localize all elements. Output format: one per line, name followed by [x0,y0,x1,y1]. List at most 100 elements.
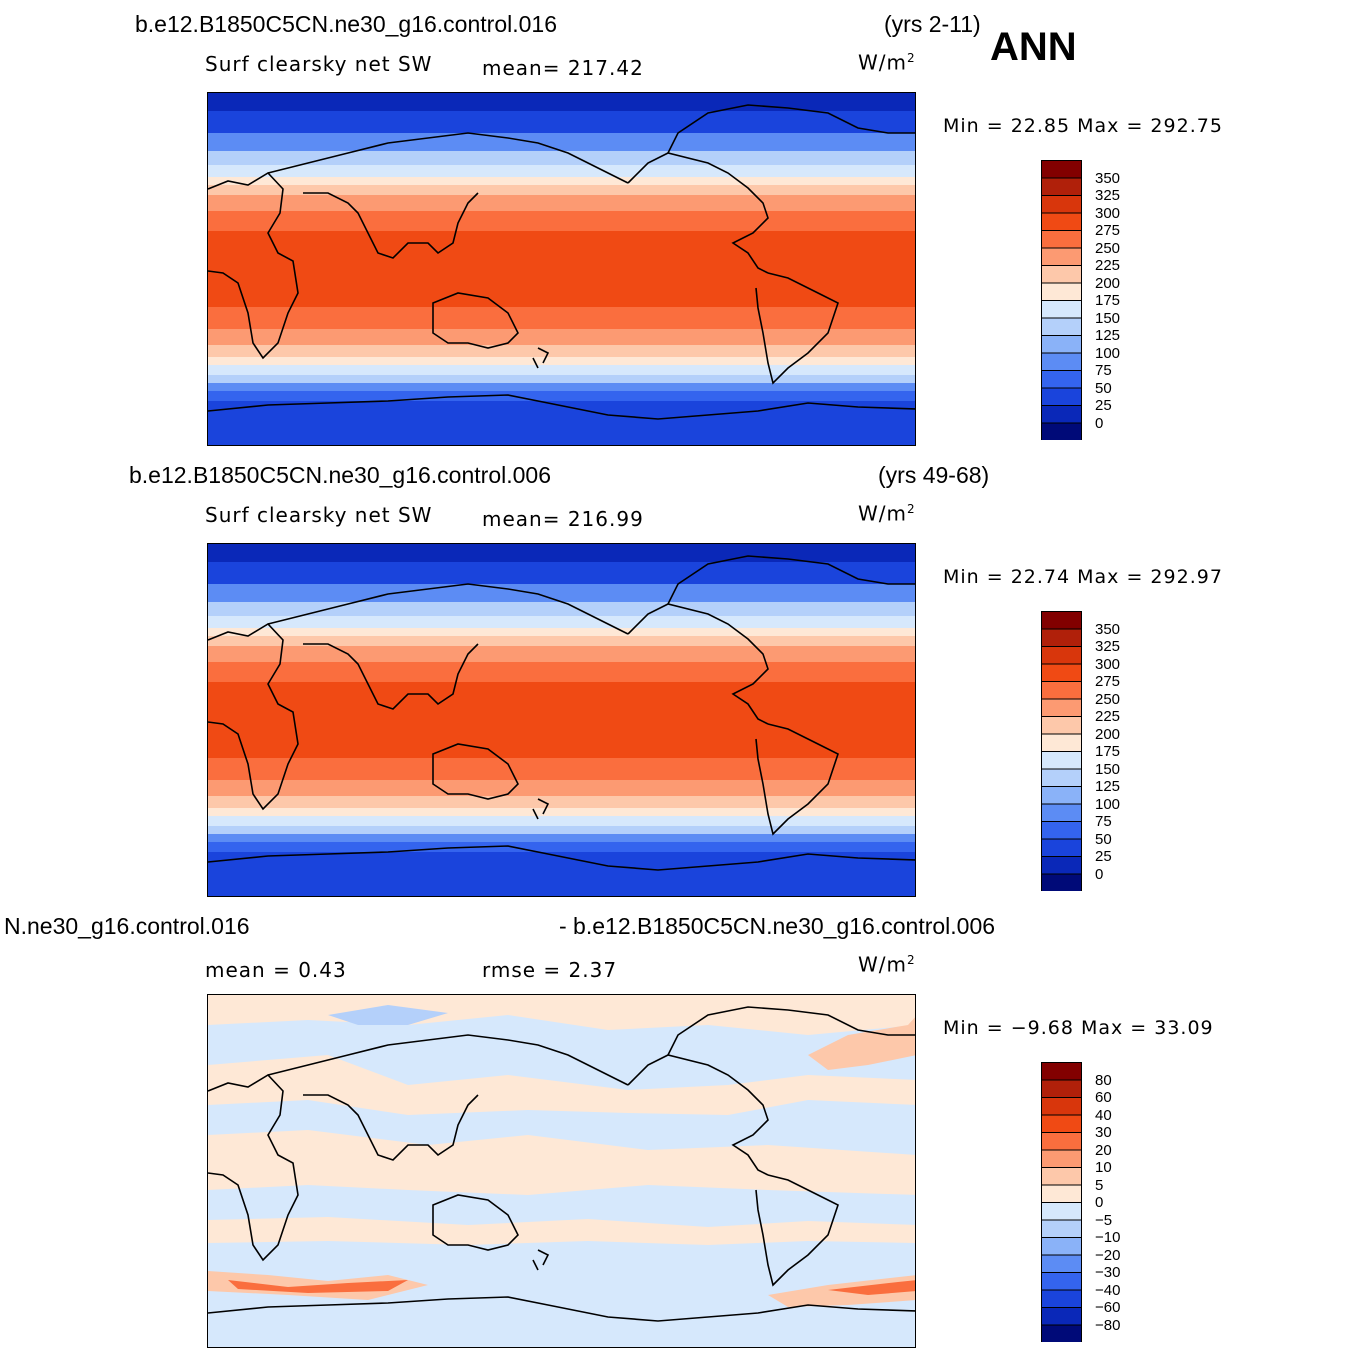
colorbar-box [1041,177,1082,196]
colorbar-box [1041,1307,1082,1326]
panel-2-map [207,543,916,897]
colorbar-tick-label: 175 [1095,292,1121,309]
colorbar-tick-label: 325 [1095,638,1121,655]
colorbar-tick-label: 275 [1095,673,1121,690]
colorbar-box [1041,1289,1082,1308]
colorbar-box [1041,1097,1082,1116]
panel-3-rmse: rmse = 2.37 [482,958,618,982]
colorbar-box [1041,1132,1082,1151]
colorbar-box [1041,405,1082,424]
colorbar-box [1041,1272,1082,1291]
colorbar-box [1041,698,1082,717]
panel-3-mean: mean = 0.43 [205,958,347,982]
colorbar-box [1041,335,1082,354]
panel-2-colorbar [1041,611,1082,891]
colorbar-box [1041,1114,1082,1133]
panel-1-case-title: b.e12.B1850C5CN.ne30_g16.control.016 [135,11,557,37]
colorbar-tick-label: 100 [1095,795,1121,813]
colorbar-box [1041,681,1082,700]
panel-3-colorbar [1041,1062,1082,1342]
panel-2-colorbar-boxes [1041,611,1082,891]
panel-1-colorbar-labels: 350 325 300 275 250 225 200 175 150 125 100 75 50 25 0 [1095,160,1155,440]
colorbar-tick-label: 250 [1095,239,1121,257]
colorbar-box [1041,300,1082,319]
colorbar-box [1041,733,1082,752]
colorbar-tick-label: 50 [1095,830,1112,848]
colorbar-box [1041,247,1082,266]
colorbar-tick-label: 0 [1095,1194,1104,1211]
colorbar-box [1041,663,1082,682]
colorbar-tick-label: 150 [1095,760,1121,778]
colorbar-tick-label: 300 [1095,204,1121,222]
colorbar-box [1041,1202,1082,1221]
colorbar-box [1041,1079,1082,1098]
colorbar-tick-label: 275 [1095,222,1121,239]
colorbar-box [1041,160,1082,179]
colorbar-box [1041,370,1082,389]
colorbar-tick-label: 80 [1095,1071,1112,1089]
colorbar-box [1041,1237,1082,1256]
colorbar-box [1041,1167,1082,1186]
panel-1-map [207,92,916,446]
colorbar-box [1041,786,1082,805]
colorbar-tick-label: 5 [1095,1176,1104,1194]
colorbar-tick-label: 10 [1095,1159,1112,1176]
panel-1-units: W/m2 [858,50,916,75]
colorbar-tick-label: −30 [1095,1264,1121,1281]
panel-3-colorbar-labels: 80 60 40 30 20 10 5 0 −5 −10 −20 −30 −40 −60 −80 [1095,1062,1155,1342]
colorbar-tick-label: −20 [1095,1246,1121,1264]
colorbar-box [1041,646,1082,665]
panel-1-coastlines [208,104,915,420]
colorbar-box [1041,1184,1082,1203]
colorbar-tick-label: 125 [1095,327,1121,344]
panel-1-colorbar-boxes [1041,160,1082,440]
colorbar-box [1041,282,1082,301]
colorbar-box [1041,768,1082,787]
panel-3-units: W/m2 [858,952,916,977]
panel-2-years: (yrs 49-68) [878,462,990,488]
colorbar-tick-label: 60 [1095,1089,1112,1106]
colorbar-box [1041,387,1082,406]
panel-2-minmax: Min = 22.74 Max = 292.97 [943,566,1223,588]
colorbar-box [1041,751,1082,770]
panel-1-map-field [208,93,915,445]
colorbar-tick-label: 200 [1095,274,1121,292]
colorbar-box [1041,265,1082,284]
colorbar-tick-label: 0 [1095,414,1104,432]
colorbar-tick-label: 40 [1095,1106,1112,1124]
colorbar-tick-label: 350 [1095,620,1121,638]
colorbar-box [1041,856,1082,875]
colorbar-box [1041,611,1082,630]
panel-3-minmax: Min = −9.68 Max = 33.09 [943,1017,1214,1039]
panel-3-map-field [208,995,915,1347]
colorbar-tick-label: 25 [1095,848,1112,865]
colorbar-box [1041,1219,1082,1238]
colorbar-tick-label: 75 [1095,813,1112,830]
colorbar-tick-label: 225 [1095,708,1121,725]
panel-2-mean: mean= 216.99 [482,507,644,531]
colorbar-tick-label: 30 [1095,1124,1112,1141]
panel-1-mean: mean= 217.42 [482,56,644,80]
colorbar-tick-label: 250 [1095,690,1121,708]
colorbar-tick-label: 0 [1095,865,1104,883]
colorbar-tick-label: 100 [1095,344,1121,362]
panel-2-units: W/m2 [858,501,916,526]
colorbar-box [1041,628,1082,647]
colorbar-tick-label: 175 [1095,743,1121,760]
panel-2-colorbar-labels: 350 325 300 275 250 225 200 175 150 125 100 75 50 25 0 [1095,611,1155,891]
panel-2-case-title: b.e12.B1850C5CN.ne30_g16.control.006 [129,462,551,488]
colorbar-box [1041,1254,1082,1273]
colorbar-tick-label: −5 [1095,1211,1113,1229]
colorbar-box [1041,195,1082,214]
panel-1-variable: Surf clearsky net SW [205,52,433,76]
colorbar-tick-label: −80 [1095,1316,1121,1334]
colorbar-box [1041,317,1082,336]
panel-1-minmax: Min = 22.85 Max = 292.75 [943,115,1223,137]
colorbar-box [1041,230,1082,249]
colorbar-tick-label: 150 [1095,309,1121,327]
season-label: ANN [990,25,1077,69]
colorbar-box [1041,1062,1082,1081]
colorbar-tick-label: 325 [1095,187,1121,204]
panel-3-coastlines [208,1006,915,1322]
colorbar-tick-label: 125 [1095,778,1121,795]
